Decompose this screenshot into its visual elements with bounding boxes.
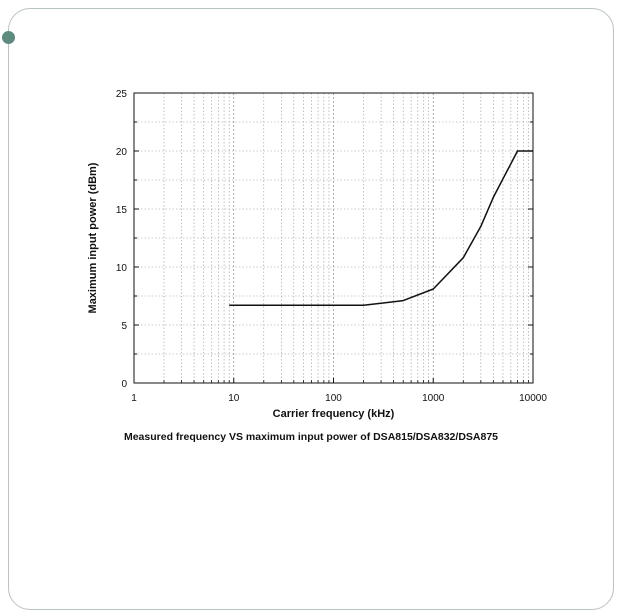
slide-bullet-dot (2, 31, 15, 44)
series-line (229, 150, 533, 307)
x-tick-label: 10000 (519, 393, 547, 404)
y-tick-label: 5 (121, 321, 127, 332)
chart-grid (134, 93, 533, 383)
y-tick-label: 25 (116, 89, 128, 100)
x-tick-label: 1 (131, 393, 137, 404)
y-tick-label: 15 (116, 205, 128, 216)
y-tick-label: 20 (116, 147, 128, 158)
x-axis-title: Carrier frequency (kHz) (273, 408, 395, 420)
axis-ticks: 1 10 100 1000 10000 0 5 10 15 20 25 (116, 89, 547, 404)
y-tick-label: 10 (116, 263, 128, 274)
y-axis-title: Maximum input power (dBm) (87, 162, 99, 313)
y-tick-label: 0 (121, 379, 127, 390)
x-tick-label: 10 (228, 393, 240, 404)
x-tick-label: 1000 (422, 393, 445, 404)
series-layer (229, 150, 533, 307)
chart: 1 10 100 1000 10000 0 5 10 15 20 25 Carrier freque… (87, 89, 547, 420)
x-tick-label: 100 (325, 393, 342, 404)
chart-title: Measured frequency VS maximum input powe… (123, 431, 499, 443)
